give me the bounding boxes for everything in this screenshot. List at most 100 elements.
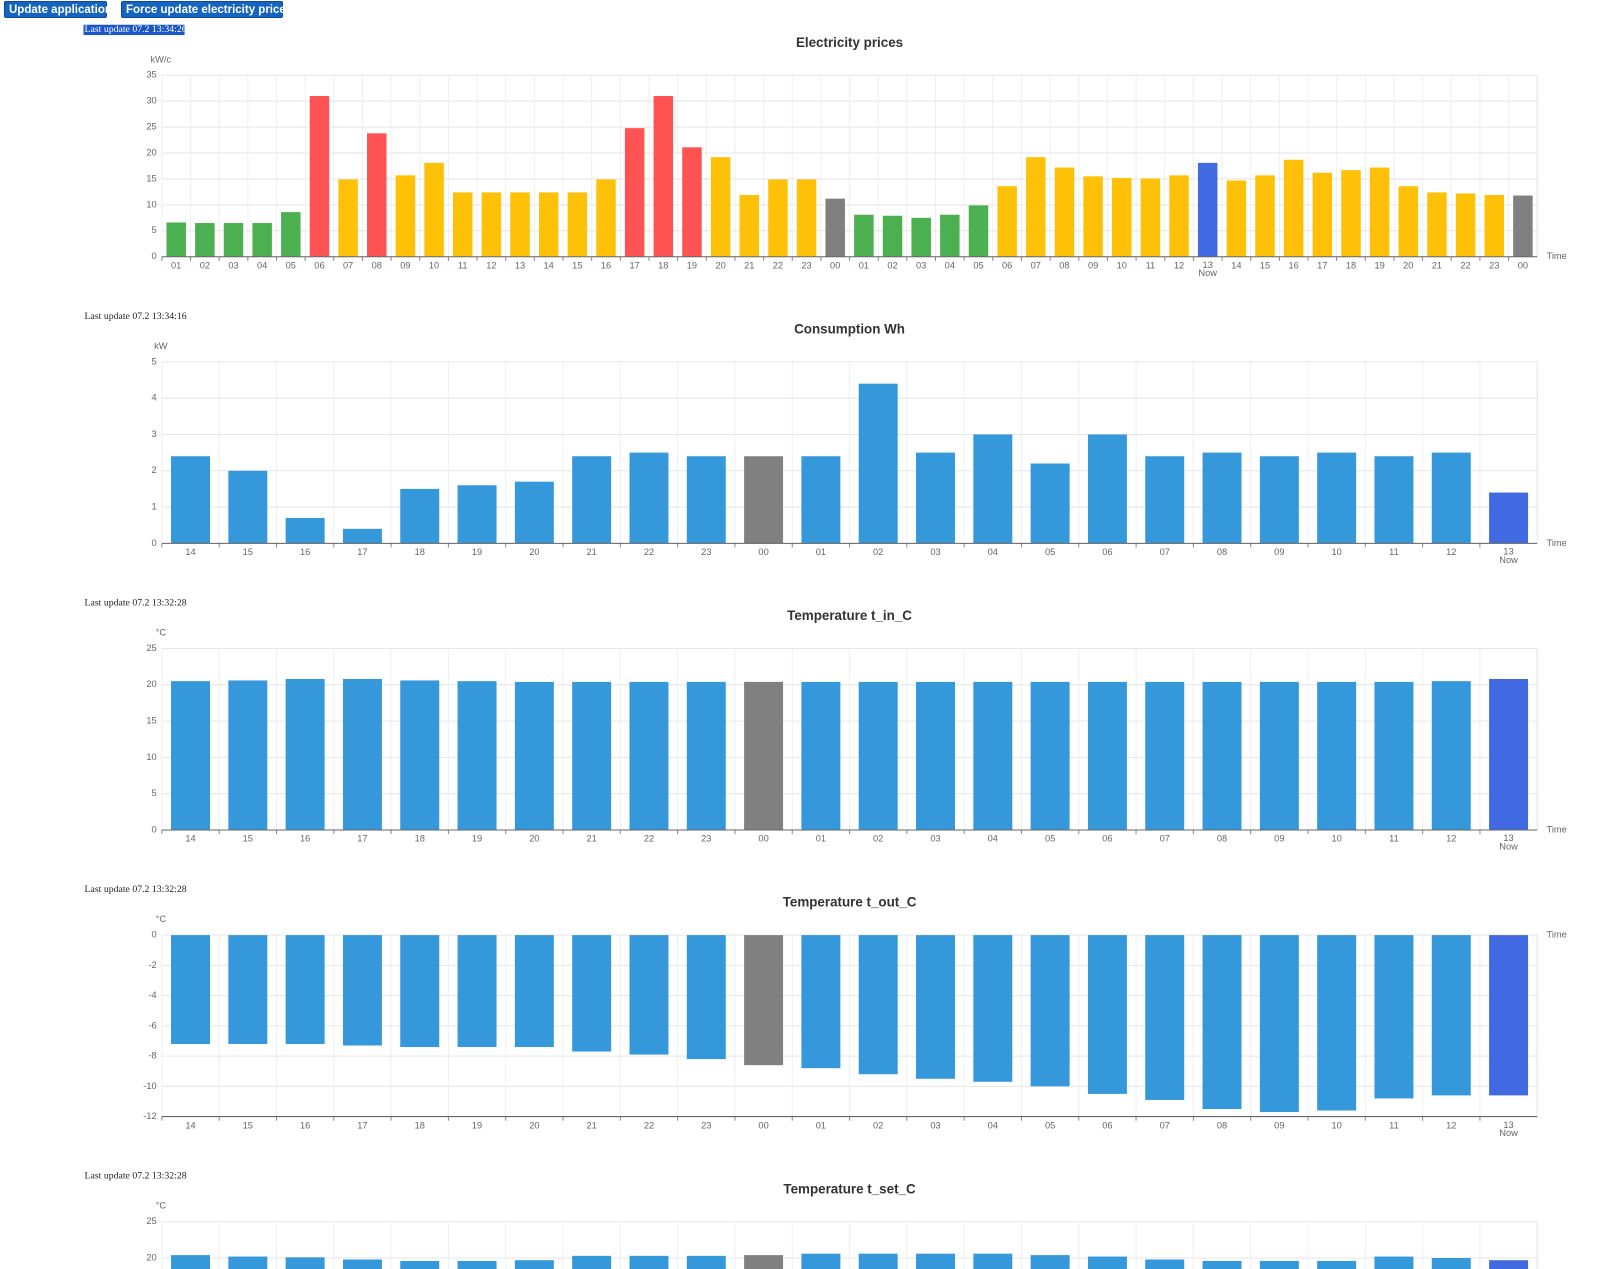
bar (457, 485, 497, 544)
bar (572, 935, 612, 1052)
bar (1455, 193, 1476, 257)
y-tick-label: 30 (146, 96, 156, 106)
bar (1259, 1260, 1299, 1269)
x-tick-label: 16 (601, 260, 611, 270)
x-tick-label: 11 (458, 260, 468, 270)
x-tick-label: 17 (357, 834, 367, 844)
x-tick-label: 20 (529, 1120, 539, 1130)
x-tick-label: 18 (415, 547, 425, 557)
x-tick-label: 19 (687, 260, 697, 270)
update-button[interactable]: Update application (4, 1, 112, 18)
x-tick-label: 07 (1160, 1120, 1170, 1130)
x-tick-label: 20 (529, 834, 539, 844)
bar (171, 456, 211, 544)
x-tick-label: 13 Now (1499, 834, 1518, 852)
x-tick-label: 15 (1260, 260, 1270, 270)
x-tick-label: 13 Now (1198, 260, 1217, 278)
chart-title: Electricity prices (796, 35, 903, 50)
x-tick-label: 19 (472, 1120, 482, 1130)
x-tick-label: 21 (587, 547, 597, 557)
x-tick-label: 17 (1317, 260, 1327, 270)
bar (801, 681, 841, 830)
x-tick-label: 21 (744, 260, 754, 270)
bar (1317, 681, 1357, 830)
x-tick-label: 09 (1274, 1120, 1284, 1130)
bar (457, 935, 497, 1048)
x-tick-label: 20 (529, 547, 539, 557)
bar (1083, 176, 1103, 257)
bar (916, 681, 955, 830)
x-tick-label: 01 (859, 260, 869, 270)
bar (1145, 1259, 1185, 1269)
bar (682, 147, 702, 257)
x-tick-label: 14 (185, 1120, 195, 1130)
bar (629, 681, 669, 830)
x-tick-label: 14 (185, 834, 195, 844)
bar (858, 383, 898, 544)
bar (342, 678, 382, 830)
bar (452, 192, 473, 257)
chart-title: Temperature t_set_C (783, 1181, 916, 1196)
x-tick-label: 18 (415, 1120, 425, 1130)
bar (252, 223, 272, 257)
y-tick-label: -8 (148, 1051, 156, 1061)
x-tick-label: 04 (988, 547, 998, 557)
bar (997, 186, 1017, 257)
x-tick-label: 13 Now (1499, 547, 1518, 565)
bar (596, 179, 616, 257)
bar (1312, 172, 1333, 257)
bar (1226, 180, 1247, 257)
x-tick-label: 02 (200, 260, 210, 270)
bar (1431, 681, 1471, 830)
bar (400, 1260, 440, 1269)
bar (1030, 1255, 1070, 1269)
x-tick-label: 21 (587, 834, 597, 844)
x-tick-label: 08 (1217, 1120, 1227, 1130)
bar (1145, 681, 1185, 830)
bar (1317, 452, 1357, 544)
x-tick-label: 16 (300, 547, 310, 557)
x-tick-label: 03 (916, 260, 926, 270)
x-tick-label: 20 (1403, 260, 1413, 270)
bar (171, 1255, 211, 1269)
bar (514, 481, 554, 544)
force-update-button[interactable]: Force update electricity prices (121, 1, 292, 18)
x-tick-label: 12 (1446, 834, 1456, 844)
bar (228, 935, 268, 1044)
last-update: Last update 07.2 13:32:28 (85, 884, 187, 895)
bar (457, 1260, 497, 1269)
bar (1317, 935, 1357, 1111)
bar (1087, 434, 1127, 544)
bar (572, 1255, 612, 1269)
bar (223, 223, 244, 257)
x-tick-label: 07 (1031, 260, 1041, 270)
y-tick-label: 25 (146, 643, 156, 653)
bar (195, 223, 215, 257)
x-tick-label: 05 (973, 260, 983, 270)
bar (424, 162, 444, 257)
x-tick-label: 23 (701, 547, 711, 557)
x-tick-label: 22 (1460, 260, 1470, 270)
y-tick-label: 5 (152, 788, 157, 798)
bar (1513, 195, 1533, 257)
bar (1087, 1256, 1127, 1269)
bar (1427, 192, 1447, 257)
x-tick-label: 13 (515, 260, 525, 270)
bar (801, 935, 841, 1069)
x-tick-label: 08 (372, 260, 382, 270)
x-tick-label: 19 (1374, 260, 1384, 270)
x-tick-label: 15 (243, 547, 253, 557)
bar (629, 1255, 669, 1269)
x-tick-label: 09 (1274, 834, 1284, 844)
bar (1398, 186, 1419, 257)
x-tick-label: 16 (300, 834, 310, 844)
x-tick-label: 16 (300, 1120, 310, 1130)
x-tick-label: 00 (758, 834, 768, 844)
x-tick-label: 10 (1331, 1120, 1341, 1130)
y-axis-label: °C (156, 627, 167, 637)
selection-highlight (83, 24, 185, 36)
x-tick-label: 20 (715, 260, 725, 270)
bar (1374, 935, 1414, 1099)
y-tick-label: -10 (143, 1081, 156, 1091)
x-axis-label: Time (1547, 930, 1567, 940)
